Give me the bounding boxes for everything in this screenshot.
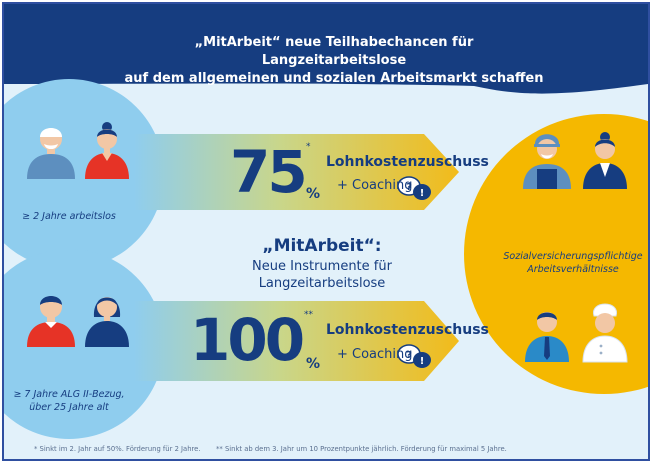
person-icon-businesswoman <box>583 132 627 189</box>
employment-label-line-1: Sozialversicherungspflichtige <box>503 251 643 262</box>
center-heading: „MitArbeit“: <box>262 236 382 256</box>
percent-75: 75 <box>230 138 308 206</box>
group-label-bottom-line-2: über 25 Jahre alt <box>29 402 109 413</box>
infographic-artwork: ? ! ? ! <box>4 4 648 439</box>
employment-label-line-2: Arbeitsverhältnisse <box>527 264 619 275</box>
percent-sign-top: % <box>306 186 321 202</box>
group-label-top: ≥ 2 Jahre arbeitslos <box>22 211 116 222</box>
svg-text:?: ? <box>406 350 412 361</box>
person-icon-man-tie <box>525 312 569 362</box>
percent-100: 100 <box>190 306 305 374</box>
person-icon-woman-navy <box>85 297 129 347</box>
center-line-2: Langzeitarbeitslose <box>258 276 386 291</box>
header-band <box>4 4 648 94</box>
footnote-2: ** Sinkt ab dem 3. Jahr um 10 Prozentpun… <box>216 445 507 453</box>
center-line-1: Neue Instrumente für <box>252 259 392 274</box>
page-title: „MitArbeit“ neue Teilhabechancen für Lan… <box>124 34 544 88</box>
group-circle-bottom <box>4 249 164 439</box>
person-icon-woman-red <box>85 122 129 179</box>
person-icon-worker-helmet <box>523 134 571 189</box>
center-subtitle: Neue Instrumente für Langzeitarbeitslose <box>244 258 400 292</box>
group-label-bottom: ≥ 7 Jahre ALG II-Bezug, über 25 Jahre al… <box>4 388 134 414</box>
person-icon-chef <box>582 303 628 363</box>
arrow-top <box>134 134 459 210</box>
svg-text:!: ! <box>420 188 425 199</box>
speech-bubble-icon-top: ? ! <box>397 176 431 200</box>
footnote-mark-top: * <box>306 142 311 152</box>
title-line-1: „MitArbeit“ neue Teilhabechancen für Lan… <box>194 35 474 68</box>
coaching-label-bottom: + Coaching <box>337 347 413 362</box>
svg-text:?: ? <box>406 182 412 193</box>
coaching-label-top: + Coaching <box>337 178 413 193</box>
footnote-1: * Sinkt im 2. Jahr auf 50%. Förderung fü… <box>34 445 201 453</box>
svg-text:!: ! <box>420 356 425 367</box>
footnote-mark-bottom: ** <box>304 310 313 320</box>
speech-bubble-icon-bottom: ? ! <box>397 344 431 368</box>
title-line-2: auf dem allgemeinen und sozialen Arbeits… <box>124 71 544 86</box>
group-circle-top <box>4 79 164 269</box>
percent-sign-bottom: % <box>306 356 321 372</box>
infographic-canvas: ? ! ? ! „MitArbeit“ neue Teilhabechancen… <box>4 4 648 459</box>
employment-label: Sozialversicherungspflichtige Arbeitsver… <box>498 250 648 276</box>
group-label-bottom-line-1: ≥ 7 Jahre ALG II-Bezug, <box>13 389 125 400</box>
subsidy-label-bottom: Lohnkostenzuschuss <box>326 322 489 338</box>
arrow-bottom <box>134 301 459 381</box>
person-icon-man-red <box>27 296 75 347</box>
person-icon-man-beard <box>27 128 75 179</box>
subsidy-label-top: Lohnkostenzuschuss <box>326 154 489 170</box>
